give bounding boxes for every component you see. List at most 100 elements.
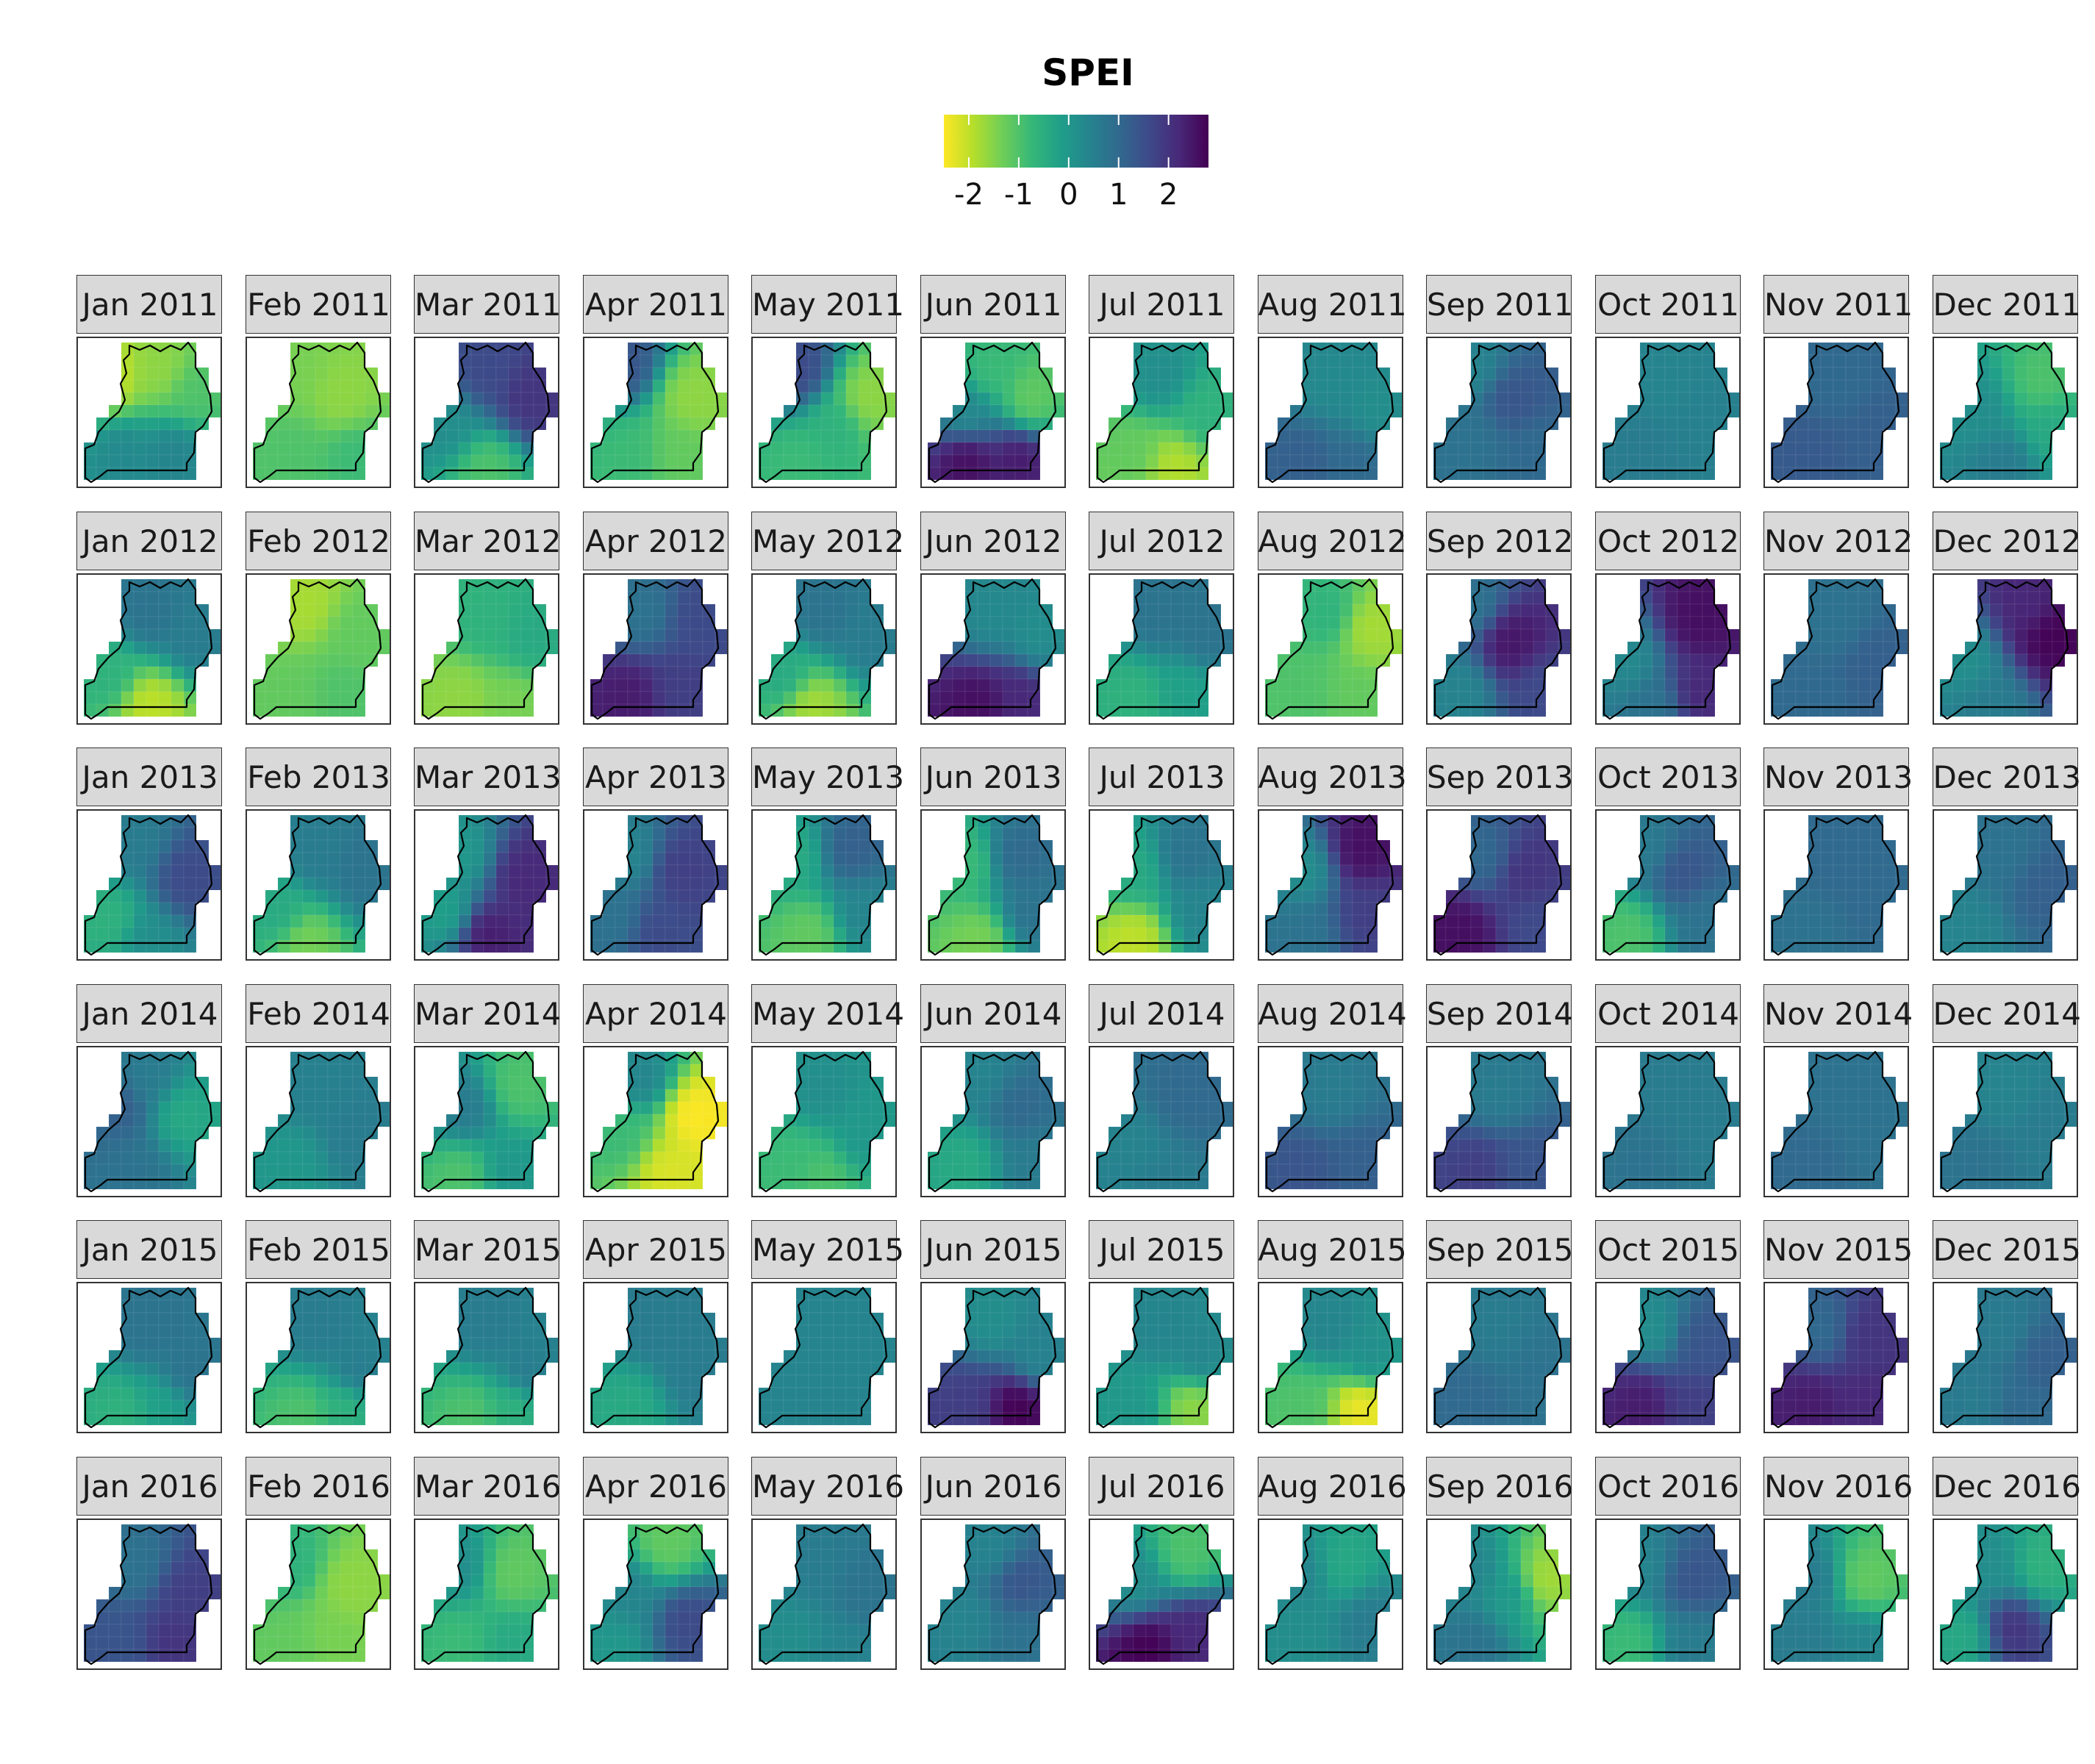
raster-cell	[1820, 1064, 1834, 1077]
raster-cell	[833, 467, 847, 481]
panel-strip: Mar 2012	[414, 511, 561, 570]
raster-cell	[820, 827, 834, 841]
raster-cell	[1495, 889, 1509, 903]
raster-cell	[1195, 1164, 1209, 1177]
raster-cell	[1314, 666, 1328, 679]
raster-cell	[1277, 927, 1290, 941]
raster-cell	[433, 442, 447, 456]
raster-cell	[1639, 889, 1652, 903]
country-border	[84, 578, 213, 720]
raster-cell	[508, 1114, 522, 1127]
raster-cell	[833, 417, 847, 431]
raster-cell	[690, 628, 703, 642]
raster-cell	[677, 379, 690, 393]
raster-cell	[1652, 442, 1665, 456]
raster-cell	[640, 1337, 653, 1351]
spei-map	[590, 1050, 727, 1192]
raster-cell	[627, 1399, 640, 1413]
raster-cell	[352, 354, 365, 368]
raster-cell	[1858, 1114, 1872, 1127]
raster-cell	[845, 877, 859, 891]
raster-cell	[640, 392, 653, 406]
raster-cell	[302, 1101, 315, 1114]
panel-strip: Apr 2014	[582, 983, 728, 1043]
map-panel: Mar 2013	[414, 747, 561, 961]
raster-cell	[1170, 902, 1184, 916]
raster-cell	[1014, 1176, 1028, 1189]
raster-cell	[964, 939, 978, 953]
raster-cell	[1533, 379, 1547, 393]
raster-cell	[964, 1051, 978, 1064]
raster-cell	[1183, 1114, 1197, 1127]
raster-cell	[1677, 703, 1690, 717]
raster-cell	[820, 603, 834, 617]
raster-cell	[133, 1299, 147, 1313]
raster-cell	[1870, 628, 1884, 642]
raster-cell	[495, 467, 509, 481]
raster-cell	[952, 678, 965, 692]
raster-cell	[1158, 1114, 1172, 1127]
raster-cell	[1614, 691, 1627, 704]
raster-cell	[1195, 1076, 1209, 1089]
raster-cell	[171, 392, 185, 406]
raster-cell	[989, 666, 1003, 679]
raster-cell	[1989, 404, 2002, 418]
raster-cell	[315, 454, 328, 468]
raster-cell	[133, 691, 147, 704]
raster-cell	[1339, 442, 1353, 456]
raster-cell	[795, 1126, 809, 1139]
raster-cell	[1158, 454, 1172, 468]
raster-cell	[1458, 442, 1472, 456]
raster-cell	[340, 1387, 353, 1401]
map-box	[245, 573, 391, 725]
raster-cell	[1520, 1126, 1534, 1139]
raster-cell	[1289, 1151, 1303, 1164]
raster-cell	[2002, 927, 2015, 941]
map-box	[920, 337, 1066, 488]
raster-cell	[183, 1076, 197, 1089]
raster-cell	[1883, 864, 1897, 878]
raster-cell	[677, 1126, 690, 1139]
raster-cell	[977, 1076, 990, 1089]
raster-cell	[327, 1101, 340, 1114]
raster-cell	[1133, 877, 1147, 891]
raster-cell	[1820, 703, 1834, 717]
raster-cell	[820, 1412, 834, 1426]
raster-cell	[1208, 641, 1222, 654]
raster-cell	[1483, 591, 1497, 604]
panel-label: Jul 2014	[1099, 995, 1225, 1032]
raster-cell	[470, 1064, 484, 1077]
raster-cell	[1820, 1089, 1834, 1102]
raster-cell	[1870, 703, 1884, 717]
raster-cell	[964, 641, 978, 654]
raster-cell	[133, 628, 147, 642]
raster-cell	[1027, 1114, 1040, 1127]
raster-cell	[2039, 404, 2052, 418]
raster-cell	[1145, 454, 1159, 468]
raster-cells	[1433, 1051, 1570, 1189]
panel-strip: Jul 2014	[1089, 983, 1234, 1043]
raster-cell	[1858, 927, 1872, 941]
raster-cell	[1352, 914, 1365, 928]
raster-cell	[1845, 1126, 1859, 1139]
raster-cell	[1883, 877, 1897, 891]
raster-cell	[1508, 417, 1522, 431]
country-border	[253, 341, 382, 484]
raster-cell	[290, 442, 303, 456]
raster-cell	[652, 653, 665, 667]
raster-cell	[1820, 1164, 1834, 1177]
raster-cell	[1989, 827, 2002, 841]
raster-cell	[1627, 914, 1640, 928]
raster-cell	[677, 1387, 690, 1401]
raster-cell	[1339, 429, 1353, 443]
raster-cell	[665, 603, 678, 617]
raster-cell	[1014, 454, 1028, 468]
panel-label: Mar 2013	[415, 759, 562, 795]
raster-cell	[483, 852, 497, 866]
raster-cell	[183, 1064, 197, 1077]
raster-cell	[939, 1151, 953, 1164]
raster-cell	[1702, 354, 1715, 368]
raster-cell	[1533, 691, 1547, 704]
raster-cell	[1508, 1126, 1522, 1139]
raster-cell	[1339, 641, 1353, 654]
